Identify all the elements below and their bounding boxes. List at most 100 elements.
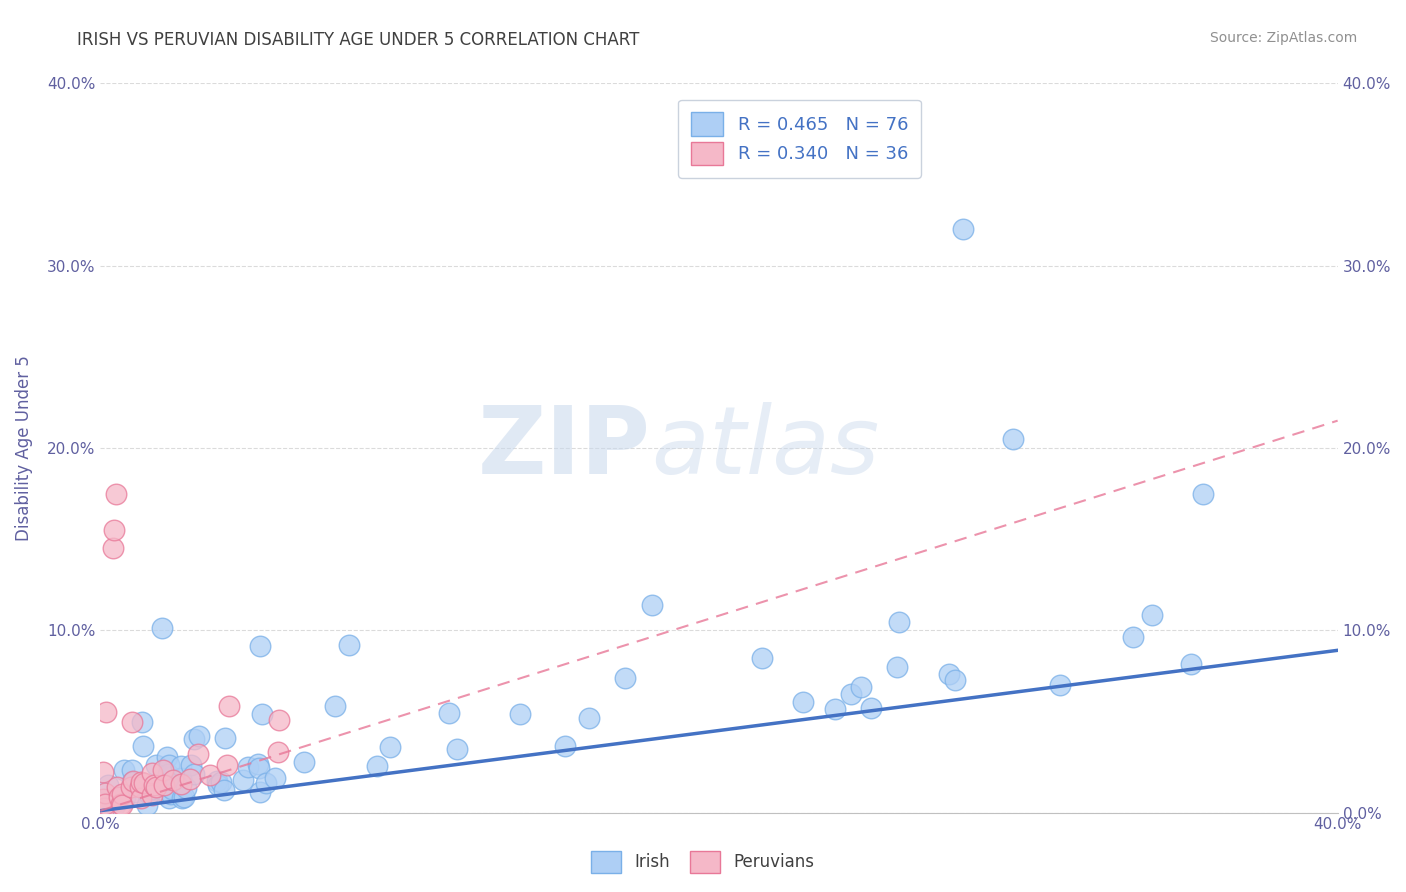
Point [135, 785, 157, 799]
Point [152, 763, 174, 777]
Point [129, 775, 152, 789]
Point [145, 780, 167, 794]
Point [554, 739, 576, 753]
Point [1192, 486, 1215, 500]
Point [1142, 607, 1164, 622]
Point [860, 701, 883, 715]
Point [824, 702, 846, 716]
Point [108, 790, 131, 805]
Point [943, 673, 966, 688]
Point [94, 706, 117, 720]
Point [839, 688, 862, 702]
Point [121, 774, 143, 789]
Point [105, 780, 128, 795]
Point [254, 776, 277, 790]
Point [212, 783, 235, 797]
Point [173, 789, 195, 804]
Point [143, 778, 166, 792]
Point [159, 780, 181, 794]
Point [125, 785, 148, 799]
Point [179, 772, 201, 786]
Point [215, 757, 238, 772]
Y-axis label: Disability Age Under 5: Disability Age Under 5 [15, 355, 32, 541]
Point [129, 780, 152, 795]
Point [104, 486, 127, 500]
Point [138, 787, 160, 801]
Point [157, 758, 180, 772]
Point [323, 698, 346, 713]
Point [141, 782, 163, 797]
Point [214, 731, 236, 746]
Point [236, 760, 259, 774]
Point [110, 797, 132, 812]
Point [155, 749, 177, 764]
Point [162, 772, 184, 787]
Point [437, 706, 460, 720]
Point [160, 782, 183, 797]
Point [250, 706, 273, 721]
Point [170, 791, 193, 805]
Point [267, 745, 290, 759]
Point [93, 801, 115, 815]
Point [141, 766, 163, 780]
Point [150, 621, 173, 635]
Point [120, 780, 142, 795]
Point [613, 671, 636, 685]
Legend: R = 0.465   N = 76, R = 0.340   N = 36: R = 0.465 N = 76, R = 0.340 N = 36 [678, 100, 921, 178]
Point [249, 784, 271, 798]
Point [97, 778, 120, 792]
Point [641, 599, 664, 613]
Point [159, 787, 181, 801]
Point [183, 766, 205, 780]
Point [1180, 657, 1202, 671]
Point [101, 798, 124, 813]
Text: IRISH VS PERUVIAN DISABILITY AGE UNDER 5 CORRELATION CHART: IRISH VS PERUVIAN DISABILITY AGE UNDER 5… [77, 31, 640, 49]
Point [114, 789, 136, 804]
Point [111, 788, 134, 802]
Text: ZIP: ZIP [478, 402, 651, 494]
Point [101, 541, 124, 556]
Point [93, 765, 115, 780]
Point [131, 714, 153, 729]
Point [198, 768, 221, 782]
Point [111, 797, 134, 812]
Point [132, 739, 155, 754]
Point [170, 777, 193, 791]
Point [751, 650, 773, 665]
Point [145, 758, 167, 772]
Point [207, 778, 229, 792]
Point [136, 797, 159, 812]
Point [170, 759, 193, 773]
Point [209, 775, 232, 789]
Point [152, 783, 174, 797]
Point [176, 781, 198, 796]
Point [157, 767, 180, 781]
Point [938, 666, 960, 681]
Point [183, 731, 205, 746]
Point [792, 695, 814, 709]
Point [153, 778, 176, 792]
Point [292, 755, 315, 769]
Point [112, 764, 135, 778]
Legend: Irish, Peruvians: Irish, Peruvians [585, 845, 821, 880]
Point [141, 789, 163, 803]
Point [952, 222, 974, 236]
Point [267, 713, 290, 727]
Text: Source: ZipAtlas.com: Source: ZipAtlas.com [1209, 31, 1357, 45]
Point [247, 760, 270, 774]
Point [366, 759, 388, 773]
Point [94, 797, 117, 811]
Point [121, 763, 143, 777]
Point [129, 791, 152, 805]
Point [1049, 678, 1071, 692]
Point [134, 776, 156, 790]
Point [218, 699, 240, 714]
Text: atlas: atlas [651, 402, 879, 493]
Point [232, 773, 254, 788]
Point [121, 773, 143, 788]
Point [205, 774, 228, 789]
Point [446, 742, 468, 756]
Point [93, 792, 115, 806]
Point [509, 707, 531, 722]
Point [187, 747, 209, 762]
